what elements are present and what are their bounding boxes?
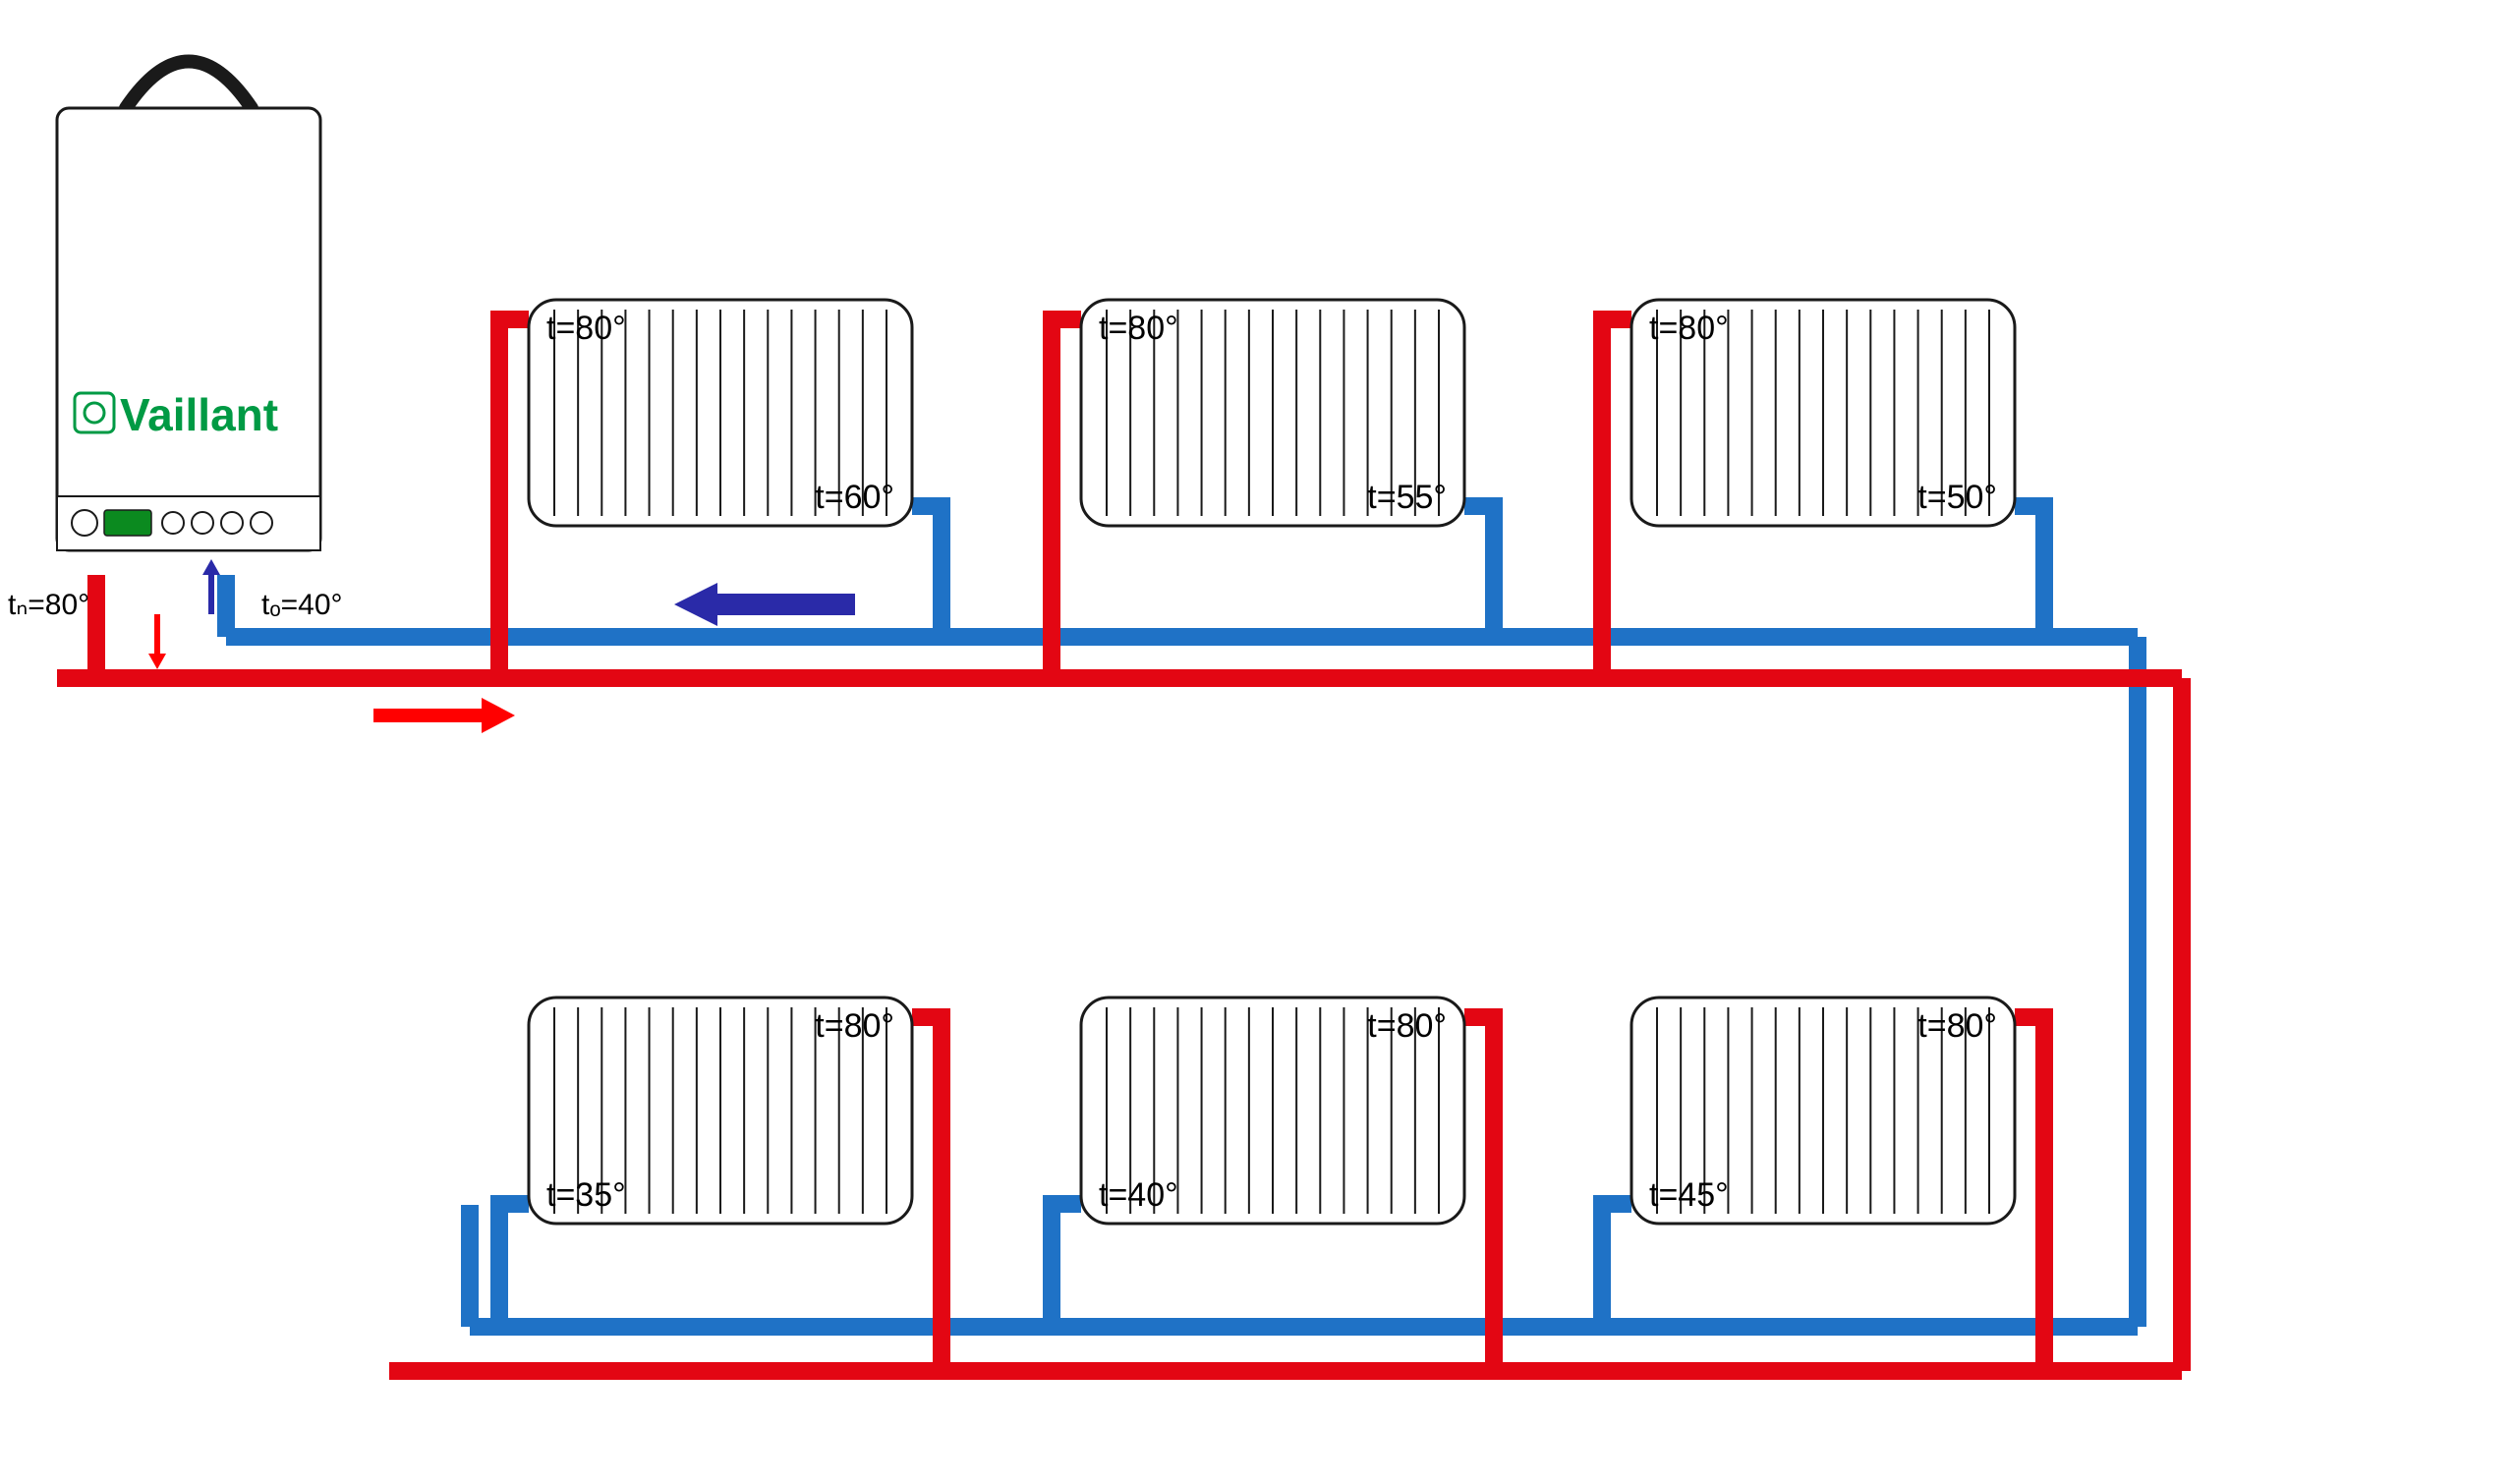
radiators: t=80° t=60° t=80° t=55° t=80° t=50° t=80° t=35°… — [529, 300, 2015, 1224]
radiator-r2: t=80° t=55° — [1081, 300, 1464, 526]
radiator-r3-t-in: t=80° — [1649, 310, 1729, 347]
radiator-r2-t-out: t=55° — [1367, 479, 1447, 516]
flow-arrow-cold-head — [674, 583, 717, 626]
port-arrow-cold-head — [202, 559, 220, 575]
radiator-r4: t=80° t=35° — [529, 998, 912, 1224]
boiler-return-label: tₒ=40° — [261, 589, 343, 621]
labels: tₙ=80° tₒ=40° — [8, 589, 343, 621]
radiator-r3: t=80° t=50° — [1631, 300, 2015, 526]
radiator-r4-t-out: t=35° — [546, 1176, 626, 1214]
radiator-r5-t-in: t=80° — [1367, 1007, 1447, 1045]
radiator-r1-t-out: t=60° — [815, 479, 894, 516]
port-arrow-hot-head — [148, 654, 166, 669]
radiator-r1: t=80° t=60° — [529, 300, 912, 526]
radiator-r5-t-out: t=40° — [1099, 1176, 1178, 1214]
radiator-r3-t-out: t=50° — [1917, 479, 1997, 516]
flow-arrow-hot-head — [482, 698, 515, 733]
radiator-r6: t=80° t=45° — [1631, 998, 2015, 1224]
radiator-r1-t-in: t=80° — [546, 310, 626, 347]
boiler: Vaillant — [57, 62, 320, 551]
radiator-r2-t-in: t=80° — [1099, 310, 1178, 347]
boiler-supply-label: tₙ=80° — [8, 589, 89, 621]
radiator-r6-t-out: t=45° — [1649, 1176, 1729, 1214]
radiator-r5: t=80° t=40° — [1081, 998, 1464, 1224]
radiator-r4-t-in: t=80° — [815, 1007, 894, 1045]
radiator-r6-t-in: t=80° — [1917, 1007, 1997, 1045]
boiler-brand: Vaillant — [120, 389, 278, 440]
